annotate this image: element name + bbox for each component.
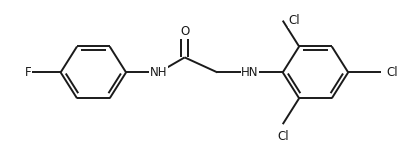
Text: O: O <box>180 25 189 38</box>
Text: Cl: Cl <box>277 130 289 143</box>
Text: Cl: Cl <box>386 66 398 79</box>
Text: F: F <box>25 66 31 79</box>
Text: Cl: Cl <box>288 14 300 27</box>
Text: HN: HN <box>241 66 259 79</box>
Text: NH: NH <box>150 66 168 79</box>
